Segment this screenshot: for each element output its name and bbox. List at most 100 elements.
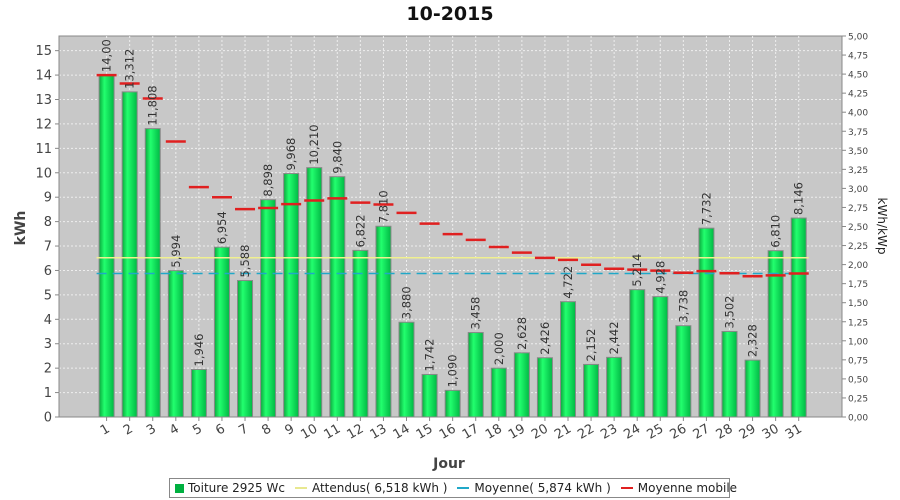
x-tick-label: 21 <box>552 421 574 442</box>
bar-day-19 <box>513 352 530 418</box>
y-axis-label: kWh <box>13 211 29 246</box>
value-labels: 14,00 13,312 11,808 5,994 1,946 6,954 5,588 8,8… <box>100 39 806 387</box>
y2-tick-label: 2,75 <box>848 204 868 214</box>
y2-tick-label: 1,00 <box>848 337 868 347</box>
value-label-day-24: 5,214 <box>630 254 644 287</box>
x-tick-label: 28 <box>714 421 736 442</box>
value-label-day-16: 1,090 <box>446 354 460 387</box>
y2-tick-label: 4,75 <box>848 52 868 62</box>
bar-day-12 <box>352 249 369 418</box>
legend-item-expected: Attendus( 6,518 kWh ) <box>290 481 452 495</box>
value-label-day-26: 3,738 <box>676 290 690 323</box>
bar-day-2 <box>121 91 138 418</box>
bar-day-23 <box>606 356 623 418</box>
y-tick-label: 2 <box>44 362 52 377</box>
bar-day-22 <box>583 363 600 418</box>
x-tick-label: 24 <box>621 421 643 442</box>
legend-swatch-moving-average <box>620 487 633 489</box>
y2-tick-label: 2,25 <box>848 242 868 252</box>
x-tick-label: 25 <box>644 421 666 442</box>
value-label-day-23: 2,442 <box>607 321 621 354</box>
y-tick-label: 5 <box>44 288 52 303</box>
x-tick-label: 26 <box>668 421 690 442</box>
y-tick-label: 11 <box>35 142 52 157</box>
y-tick-label: 14 <box>35 69 52 84</box>
legend-label-expected: Attendus( 6,518 kWh ) <box>311 481 448 495</box>
x-tick-label: 10 <box>298 421 320 442</box>
legend-item-production: Toiture 2925 Wc <box>170 481 290 495</box>
bar-day-26 <box>675 325 692 418</box>
value-label-day-13: 7,810 <box>376 190 390 223</box>
bar-day-11 <box>329 176 346 418</box>
value-label-day-28: 3,502 <box>722 296 736 329</box>
y2-tick-label: 0,75 <box>848 356 868 366</box>
y2-tick-label: 1,25 <box>848 318 868 328</box>
bar-day-8 <box>260 199 277 418</box>
y2-tick-label: 3,75 <box>848 128 868 138</box>
value-label-day-2: 13,312 <box>123 49 137 89</box>
y-tick-label: 9 <box>44 191 52 206</box>
x-tick-label: 31 <box>783 421 805 442</box>
y2-tick-label: 5,00 <box>848 33 868 43</box>
x-tick-label: 13 <box>368 421 390 442</box>
y2-tick-label: 1,75 <box>848 280 868 290</box>
x-tick-label: 17 <box>460 421 482 442</box>
y-tick-label: 13 <box>35 93 52 108</box>
bar-day-20 <box>536 357 553 418</box>
y2-tick-label: 2,50 <box>848 223 868 233</box>
x-tick-label: 22 <box>575 421 597 442</box>
x-tick-label: 2 <box>121 421 136 438</box>
bar-day-13 <box>375 225 392 418</box>
bar-day-10 <box>306 167 323 418</box>
value-label-day-21: 4,722 <box>561 266 575 299</box>
y-tick-label: 1 <box>44 386 52 401</box>
bar-day-1 <box>98 74 115 418</box>
x-tick-label: 19 <box>506 421 528 442</box>
x-tick-label: 15 <box>414 421 436 442</box>
value-label-day-18: 2,000 <box>492 332 506 365</box>
value-label-day-15: 1,742 <box>423 339 437 372</box>
x-tick-label: 20 <box>529 421 551 442</box>
value-label-day-9: 9,968 <box>284 138 298 171</box>
x-tick-label: 14 <box>391 421 413 442</box>
y2-tick-label: 0,50 <box>848 375 868 385</box>
y-tick-label: 7 <box>44 240 52 255</box>
bar-day-14 <box>398 321 415 418</box>
bar-day-4 <box>167 270 184 418</box>
bar-day-6 <box>213 246 230 418</box>
value-label-day-22: 2,152 <box>584 329 598 362</box>
y-tick-label: 8 <box>44 215 52 230</box>
y2-tick-label: 4,50 <box>848 71 868 81</box>
x-tick-label: 11 <box>321 421 343 442</box>
chart-title: 10-2015 <box>406 3 493 25</box>
legend-swatch-average <box>457 487 470 489</box>
legend: Toiture 2925 Wc Attendus( 6,518 kWh ) Mo… <box>169 478 737 498</box>
value-label-day-7: 5,588 <box>238 245 252 278</box>
x-tick-label: 12 <box>345 421 367 442</box>
bar-day-21 <box>560 301 576 418</box>
x-tick-label: 16 <box>437 421 459 442</box>
y2-tick-label: 3,00 <box>848 185 868 195</box>
bar-day-7 <box>237 280 254 418</box>
x-axis-label: Jour <box>432 456 465 472</box>
x-tick-label: 3 <box>144 421 159 438</box>
y-tick-label: 12 <box>35 117 52 132</box>
x-tick-label: 30 <box>760 421 782 442</box>
x-tick-label: 9 <box>282 421 297 438</box>
y2-tick-label: 3,50 <box>848 147 868 157</box>
value-label-day-27: 7,732 <box>699 192 713 225</box>
value-label-day-5: 1,946 <box>192 334 206 367</box>
value-label-day-31: 8,146 <box>792 182 806 215</box>
x-tick-label: 4 <box>167 421 182 438</box>
y2-tick-label: 0,25 <box>848 394 868 404</box>
value-label-day-29: 2,328 <box>746 324 760 357</box>
y2-tick-label: 0,00 <box>848 414 868 424</box>
bar-day-27 <box>698 227 715 418</box>
value-label-day-1: 14,00 <box>100 39 114 72</box>
legend-label-production: Toiture 2925 Wc <box>188 481 285 495</box>
bar-day-31 <box>790 217 807 418</box>
bar-day-25 <box>652 296 669 418</box>
x-tick-label: 18 <box>483 421 505 442</box>
bar-day-9 <box>283 173 300 418</box>
